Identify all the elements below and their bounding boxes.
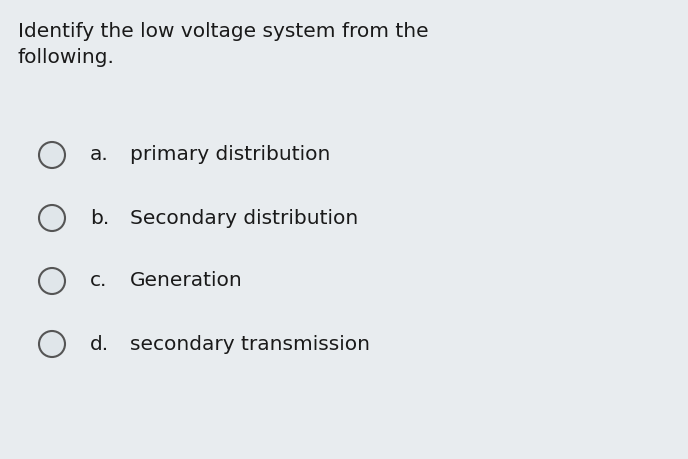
Text: d.: d. <box>90 335 109 353</box>
Circle shape <box>39 142 65 168</box>
Text: Generation: Generation <box>130 272 243 291</box>
Circle shape <box>39 331 65 357</box>
Text: Secondary distribution: Secondary distribution <box>130 208 358 228</box>
Text: c.: c. <box>90 272 107 291</box>
Text: secondary transmission: secondary transmission <box>130 335 370 353</box>
Text: following.: following. <box>18 48 115 67</box>
Text: b.: b. <box>90 208 109 228</box>
Text: a.: a. <box>90 146 109 164</box>
Text: primary distribution: primary distribution <box>130 146 330 164</box>
Circle shape <box>39 268 65 294</box>
Circle shape <box>39 205 65 231</box>
Text: Identify the low voltage system from the: Identify the low voltage system from the <box>18 22 429 41</box>
